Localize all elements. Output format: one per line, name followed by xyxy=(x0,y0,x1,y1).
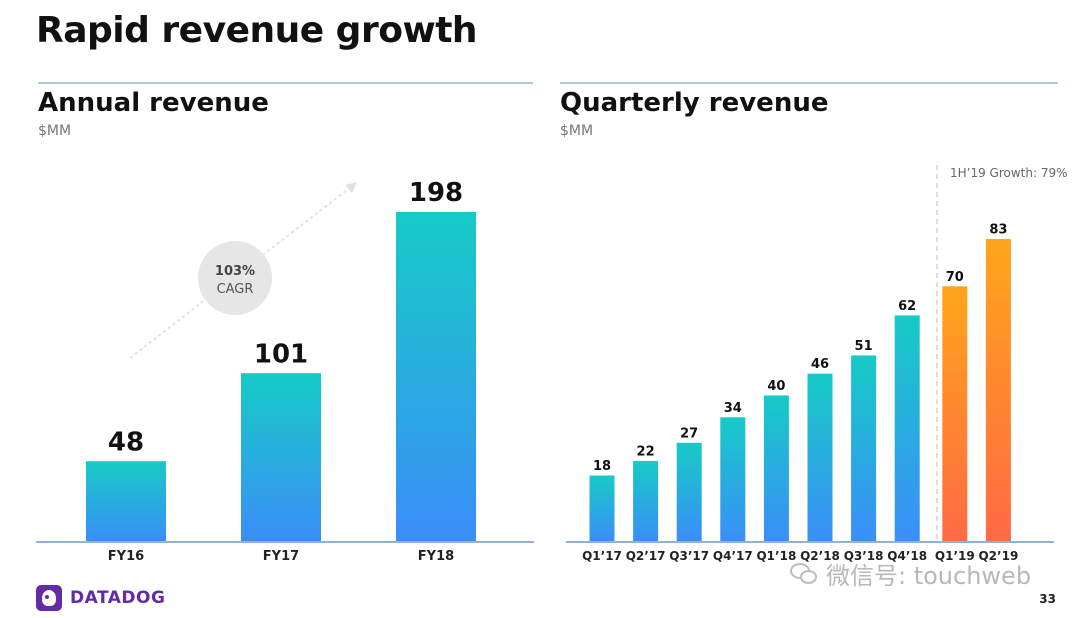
annual-bar xyxy=(86,461,166,541)
quarterly-value-label: 40 xyxy=(767,379,785,394)
quarterly-bar xyxy=(676,442,702,541)
quarterly-value-label: 18 xyxy=(593,459,611,474)
quarterly-value-label: 27 xyxy=(680,426,698,441)
quarterly-bar xyxy=(807,373,833,541)
quarterly-value-label: 83 xyxy=(989,223,1007,238)
quarterly-bar xyxy=(763,395,789,541)
annual-bar xyxy=(396,212,476,541)
page-number: 33 xyxy=(1039,592,1056,606)
left-panel-rule xyxy=(38,82,533,84)
quarterly-value-label: 46 xyxy=(811,357,829,372)
watermark-text: 微信号: touchweb xyxy=(826,562,1032,590)
quarterly-bar xyxy=(633,460,659,541)
datadog-logo: DATADOG xyxy=(36,585,165,611)
annual-value-label: 101 xyxy=(254,339,308,369)
cagr-badge-label: CAGR xyxy=(217,282,254,297)
quarterly-chart-layer: 18 Q1’17 22 Q2’17 27 Q3’17 34 Q4’17 40 Q1’18 46 Q2’… xyxy=(566,223,1054,563)
annual-category-label: FY18 xyxy=(418,549,454,564)
quarterly-bar xyxy=(942,286,968,541)
brand-name: DATADOG xyxy=(70,588,166,608)
quarterly-category-label: Q2’17 xyxy=(626,549,666,563)
annual-value-label: 198 xyxy=(409,178,463,208)
quarterly-bar xyxy=(985,239,1011,541)
quarterly-category-label: Q3’17 xyxy=(669,549,709,563)
quarterly-category-label: Q3’18 xyxy=(844,549,884,563)
annual-chart-layer: 48 FY16 101 FY17 198 FY18 xyxy=(36,178,534,564)
quarterly-bar xyxy=(720,417,746,541)
quarterly-revenue-heading: Quarterly revenue xyxy=(560,88,829,118)
quarterly-category-label: Q2’18 xyxy=(800,549,840,563)
cagr-badge-value: 103% xyxy=(215,264,255,279)
annual-bar xyxy=(241,373,321,541)
annual-value-label: 48 xyxy=(108,427,144,457)
page-title: Rapid revenue growth xyxy=(36,10,478,51)
cagr-arrowhead xyxy=(345,182,357,193)
annual-category-label: FY16 xyxy=(108,549,144,564)
quarterly-bar xyxy=(851,355,877,541)
growth-note: 1H’19 Growth: 79% xyxy=(950,166,1068,180)
wechat-watermark: 微信号: touchweb xyxy=(790,556,1031,591)
quarterly-category-label: Q4’17 xyxy=(713,549,753,563)
annual-category-label: FY17 xyxy=(263,549,299,564)
quarterly-value-label: 51 xyxy=(855,339,873,354)
quarterly-category-label: Q1’19 xyxy=(935,549,975,563)
quarterly-revenue-unit: $MM xyxy=(560,123,594,139)
quarterly-bar xyxy=(894,315,920,541)
annual-revenue-heading: Annual revenue xyxy=(38,88,269,118)
quarterly-bar xyxy=(589,475,615,541)
quarterly-value-label: 70 xyxy=(946,270,964,285)
quarterly-value-label: 22 xyxy=(637,444,655,459)
right-panel-rule xyxy=(560,82,1058,84)
annual-revenue-unit: $MM xyxy=(38,123,72,139)
quarterly-category-label: Q1’17 xyxy=(582,549,622,563)
cagr-badge xyxy=(198,241,272,315)
quarterly-value-label: 34 xyxy=(724,401,742,416)
datadog-dog-icon xyxy=(36,585,62,611)
quarterly-category-label: Q4’18 xyxy=(887,549,927,563)
quarterly-category-label: Q2’19 xyxy=(978,549,1018,563)
wechat-icon xyxy=(790,561,820,587)
quarterly-category-label: Q1’18 xyxy=(756,549,796,563)
quarterly-value-label: 62 xyxy=(898,299,916,314)
